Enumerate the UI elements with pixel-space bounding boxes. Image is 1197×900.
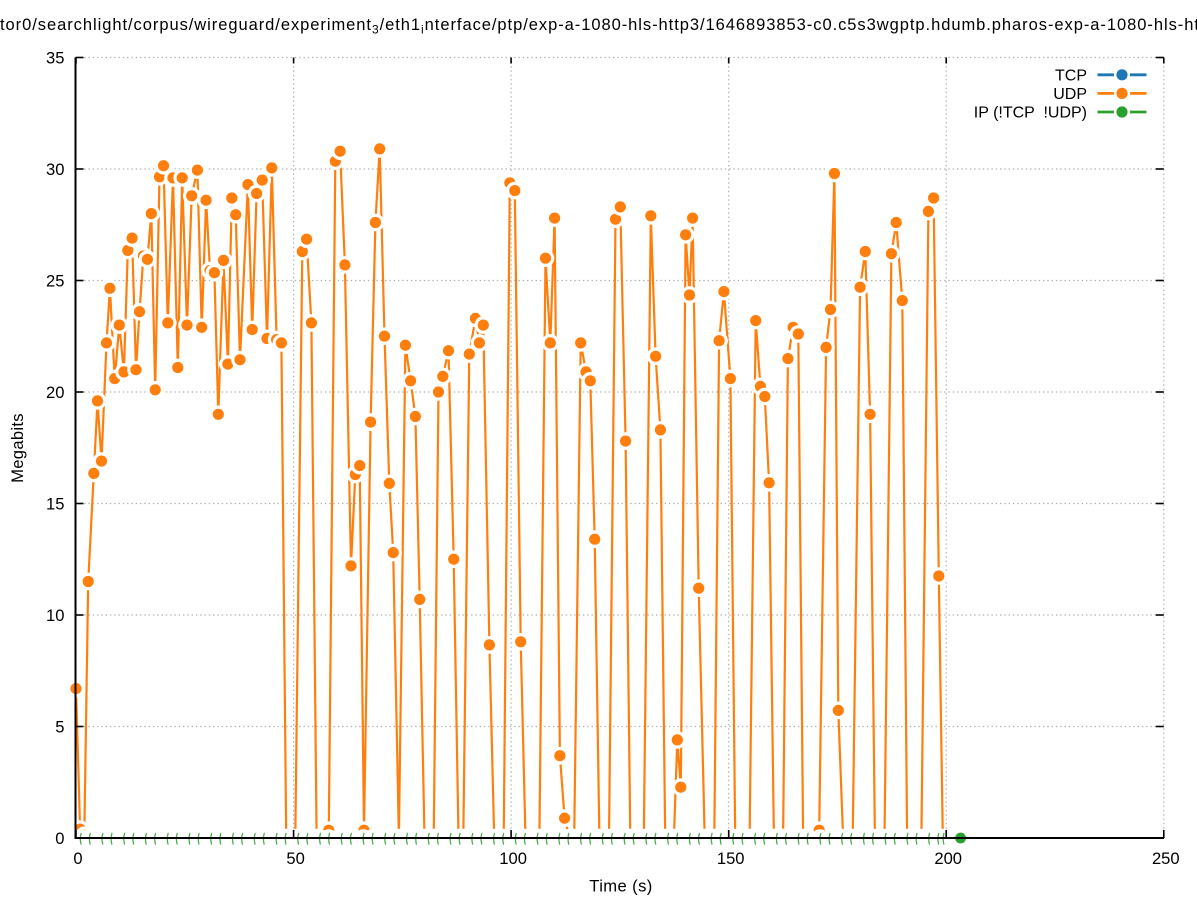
svg-text:15: 15: [46, 495, 64, 514]
svg-text:150: 150: [717, 849, 745, 868]
svg-text:35: 35: [46, 49, 64, 68]
svg-text:0: 0: [55, 829, 64, 848]
svg-text:100: 100: [499, 849, 527, 868]
svg-text:TCP: TCP: [1055, 67, 1087, 84]
svg-text:20: 20: [46, 383, 64, 402]
svg-text:10: 10: [46, 606, 64, 625]
svg-text:50: 50: [286, 849, 304, 868]
svg-text:Megabits: Megabits: [8, 413, 27, 483]
svg-text:250: 250: [1152, 849, 1180, 868]
svg-text:Time (s): Time (s): [589, 877, 652, 896]
svg-text:UDP: UDP: [1053, 86, 1087, 103]
svg-text:tor0/searchlight/corpus/wiregu: tor0/searchlight/corpus/wireguard/experi…: [0, 16, 1197, 37]
svg-text:30: 30: [46, 160, 64, 179]
svg-text:200: 200: [934, 849, 962, 868]
svg-text:5: 5: [55, 718, 64, 737]
svg-text:0: 0: [73, 849, 82, 868]
svg-text:IP (!TCP !UDP): IP (!TCP !UDP): [974, 105, 1087, 122]
svg-text:25: 25: [46, 272, 64, 291]
